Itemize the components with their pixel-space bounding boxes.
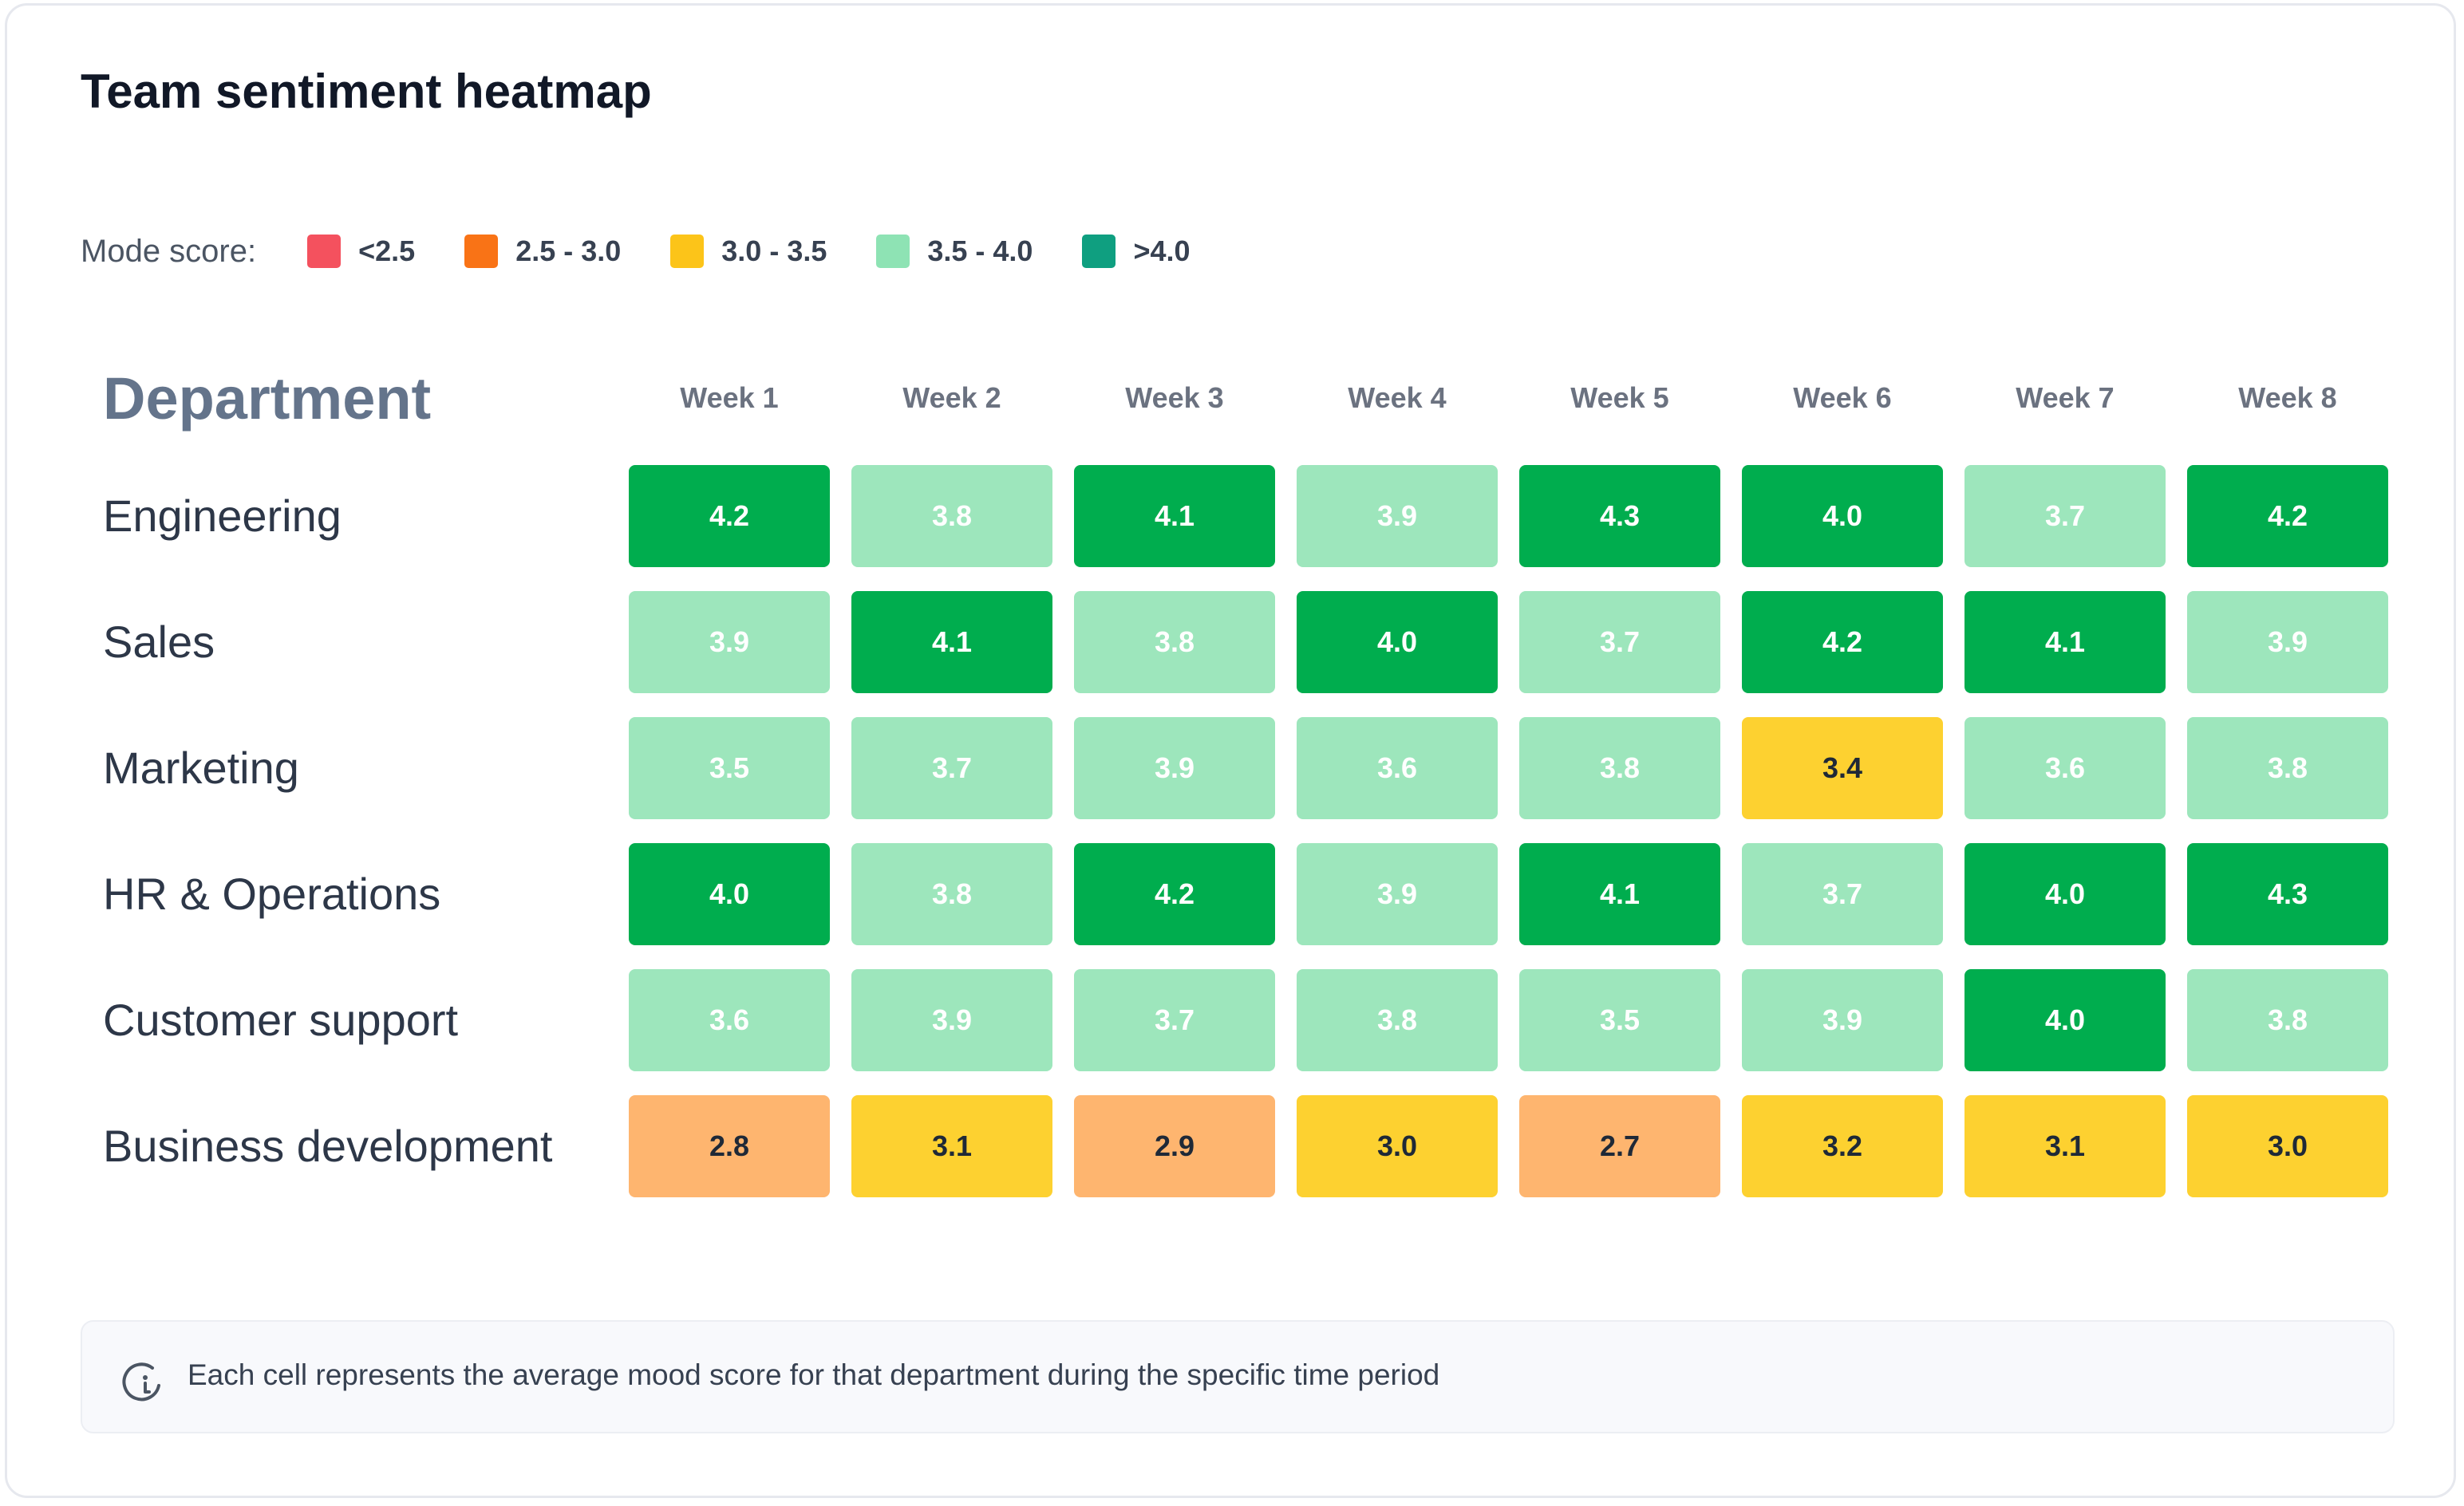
column-header-week-5: Week 5: [1570, 381, 1669, 414]
info-note-text: Each cell represents the average mood sc…: [188, 1358, 1440, 1391]
heatmap-cell: 3.5: [629, 717, 830, 819]
heatmap-cell: 3.0: [2187, 1095, 2388, 1197]
heatmap-cell: 3.9: [1297, 843, 1498, 945]
column-header-week-8: Week 8: [2238, 381, 2337, 414]
heatmap-cell: 4.0: [1742, 465, 1943, 567]
heatmap-cell: 3.9: [1074, 717, 1275, 819]
heatmap-cell: 4.3: [2187, 843, 2388, 945]
legend: Mode score: <2.5 2.5 - 3.0 3.0 - 3.5 3.5…: [81, 227, 1240, 275]
heatmap-cell: 3.0: [1297, 1095, 1498, 1197]
heatmap-cell: 3.6: [629, 969, 830, 1071]
heatmap-cell: 2.7: [1519, 1095, 1720, 1197]
legend-swatch: [670, 235, 705, 268]
info-icon: [122, 1362, 160, 1402]
heatmap-cell: 2.8: [629, 1095, 830, 1197]
heatmap-cell: 3.7: [1742, 843, 1943, 945]
legend-item-label: <2.5: [358, 235, 416, 267]
heatmap-card: Team sentiment heatmap Mode score: <2.5 …: [5, 3, 2456, 1498]
column-header-week-3: Week 3: [1125, 381, 1224, 414]
legend-swatch: [464, 235, 499, 268]
legend-item-gt-4-0: >4.0: [1082, 235, 1191, 268]
heatmap-cell: 2.9: [1074, 1095, 1275, 1197]
heatmap-cell: 3.4: [1742, 717, 1943, 819]
row-label-sales: Sales: [103, 617, 215, 667]
heatmap-cell: 4.1: [1964, 591, 2166, 693]
heatmap-cell: 3.9: [1742, 969, 1943, 1071]
heatmap-cell: 4.1: [1519, 843, 1720, 945]
heatmap-cell: 4.0: [1964, 969, 2166, 1071]
legend-label: Mode score:: [81, 233, 257, 269]
legend-item-label: 3.0 - 3.5: [721, 235, 827, 267]
heatmap-cell: 3.1: [851, 1095, 1052, 1197]
heatmap-cell: 4.2: [629, 465, 830, 567]
heatmap-cell: 4.2: [2187, 465, 2388, 567]
legend-item-label: 3.5 - 4.0: [927, 235, 1033, 267]
chart-title: Team sentiment heatmap: [81, 65, 652, 118]
heatmap-cell: 3.8: [2187, 969, 2388, 1071]
row-label-business-development: Business development: [103, 1121, 553, 1171]
row-header: Department: [103, 365, 432, 432]
legend-item-3-0-to-3-5: 3.0 - 3.5: [670, 235, 827, 268]
column-header-week-4: Week 4: [1348, 381, 1447, 414]
heatmap-cell: 4.1: [1074, 465, 1275, 567]
heatmap-cell: 3.6: [1297, 717, 1498, 819]
heatmap-cell: 3.8: [851, 843, 1052, 945]
legend-item-label: >4.0: [1133, 235, 1191, 267]
heatmap-cell: 3.9: [2187, 591, 2388, 693]
heatmap-cell: 3.7: [1519, 591, 1720, 693]
column-header-week-1: Week 1: [680, 381, 779, 414]
row-label-customer-support: Customer support: [103, 995, 459, 1045]
heatmap-cell: 4.0: [629, 843, 830, 945]
heatmap-cell: 4.0: [1964, 843, 2166, 945]
legend-swatch: [1082, 235, 1116, 268]
legend-item-2-5-to-3-0: 2.5 - 3.0: [464, 235, 621, 268]
heatmap-cell: 4.0: [1297, 591, 1498, 693]
heatmap-cell: 3.7: [1964, 465, 2166, 567]
heatmap-cell: 3.9: [1297, 465, 1498, 567]
heatmap-cell: 4.1: [851, 591, 1052, 693]
column-header-week-2: Week 2: [902, 381, 1001, 414]
row-label-marketing: Marketing: [103, 743, 299, 793]
legend-item-lt-2-5: <2.5: [307, 235, 415, 268]
heatmap-cell: 3.6: [1964, 717, 2166, 819]
heatmap-cell: 3.2: [1742, 1095, 1943, 1197]
heatmap-cell: 3.1: [1964, 1095, 2166, 1197]
heatmap-cell: 3.7: [1074, 969, 1275, 1071]
column-header-week-6: Week 6: [1793, 381, 1892, 414]
heatmap-cell: 3.7: [851, 717, 1052, 819]
info-note: Each cell represents the average mood sc…: [81, 1320, 2395, 1433]
heatmap-cell: 3.9: [629, 591, 830, 693]
legend-item-label: 2.5 - 3.0: [515, 235, 622, 267]
legend-swatch: [876, 235, 910, 268]
heatmap-cell: 3.9: [851, 969, 1052, 1071]
heatmap-cell: 3.5: [1519, 969, 1720, 1071]
column-header-week-7: Week 7: [2016, 381, 2115, 414]
heatmap-cell: 4.2: [1742, 591, 1943, 693]
heatmap-cell: 3.8: [1297, 969, 1498, 1071]
heatmap-cell: 3.8: [2187, 717, 2388, 819]
legend-item-3-5-to-4-0: 3.5 - 4.0: [876, 235, 1033, 268]
heatmap-cell: 3.8: [851, 465, 1052, 567]
row-label-engineering: Engineering: [103, 491, 342, 541]
heatmap-cell: 4.2: [1074, 843, 1275, 945]
heatmap-cell: 3.8: [1519, 717, 1720, 819]
heatmap-cell: 4.3: [1519, 465, 1720, 567]
row-label-hr-operations: HR & Operations: [103, 869, 441, 919]
legend-swatch: [307, 235, 342, 268]
heatmap-cell: 3.8: [1074, 591, 1275, 693]
